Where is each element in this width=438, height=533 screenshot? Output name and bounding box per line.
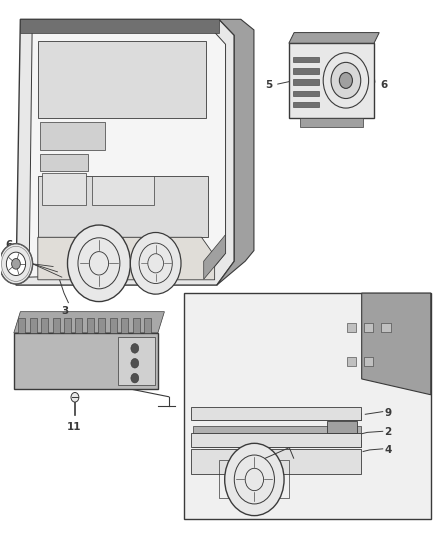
Bar — [40, 122, 106, 150]
Polygon shape — [20, 19, 219, 33]
Bar — [364, 322, 374, 332]
Bar — [121, 318, 128, 333]
Circle shape — [0, 244, 32, 284]
Polygon shape — [217, 19, 254, 285]
Bar — [41, 318, 48, 333]
Text: 6: 6 — [381, 80, 388, 90]
Bar — [364, 357, 374, 366]
Bar — [300, 118, 363, 127]
Bar — [30, 318, 37, 333]
Bar — [133, 318, 140, 333]
Polygon shape — [16, 19, 234, 285]
Bar — [191, 433, 361, 447]
Bar — [14, 333, 158, 389]
Bar — [42, 173, 86, 205]
Circle shape — [339, 72, 353, 88]
Circle shape — [131, 344, 139, 353]
Bar — [293, 57, 319, 62]
Bar — [99, 318, 106, 333]
Text: 4: 4 — [384, 445, 392, 455]
Polygon shape — [204, 235, 226, 279]
Circle shape — [131, 359, 139, 368]
Polygon shape — [289, 33, 379, 43]
Text: 3: 3 — [62, 306, 69, 317]
Bar — [92, 176, 153, 205]
Text: 5: 5 — [265, 80, 272, 90]
Bar — [110, 318, 117, 333]
Bar — [191, 449, 361, 474]
Bar — [293, 91, 319, 96]
Text: 6: 6 — [6, 240, 13, 250]
Text: 1: 1 — [98, 278, 105, 288]
Text: 9: 9 — [384, 408, 391, 418]
Text: 2: 2 — [384, 427, 391, 438]
Circle shape — [12, 259, 20, 269]
Text: 4: 4 — [140, 281, 147, 292]
Bar — [346, 322, 356, 332]
Circle shape — [131, 232, 181, 294]
Bar — [18, 318, 25, 333]
Bar — [193, 440, 360, 447]
Bar — [38, 176, 208, 237]
Bar — [293, 102, 319, 107]
Circle shape — [225, 443, 284, 515]
Circle shape — [7, 252, 25, 276]
Bar — [184, 293, 431, 519]
Circle shape — [71, 392, 79, 402]
Text: 10: 10 — [34, 381, 48, 391]
Polygon shape — [29, 30, 226, 277]
Text: 3: 3 — [244, 452, 251, 462]
Bar — [87, 318, 94, 333]
Polygon shape — [289, 43, 374, 118]
Bar — [75, 318, 82, 333]
Bar — [381, 322, 391, 332]
Bar — [38, 41, 206, 118]
Bar — [293, 79, 319, 85]
Text: 11: 11 — [67, 422, 81, 432]
Bar — [346, 357, 356, 366]
Bar — [219, 460, 290, 498]
Circle shape — [131, 373, 139, 383]
Bar — [53, 318, 60, 333]
Circle shape — [331, 62, 361, 99]
Circle shape — [323, 53, 369, 108]
Bar — [193, 426, 360, 433]
Bar — [191, 407, 361, 419]
Bar — [193, 413, 360, 419]
Polygon shape — [14, 312, 164, 333]
Bar — [117, 337, 155, 384]
Bar — [327, 422, 357, 433]
Polygon shape — [362, 293, 431, 395]
Bar — [64, 318, 71, 333]
Circle shape — [67, 225, 131, 302]
Bar — [293, 68, 319, 74]
Bar — [144, 318, 151, 333]
Bar — [40, 154, 88, 171]
Polygon shape — [38, 237, 215, 280]
